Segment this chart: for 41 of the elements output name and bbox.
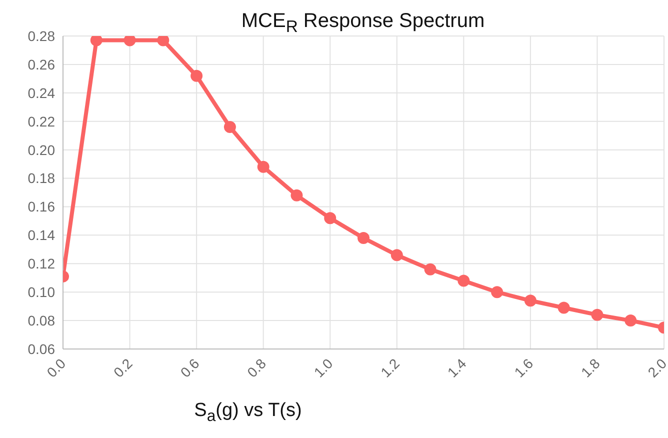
x-tick-label: 0.8 — [244, 355, 270, 380]
x-axis-title: S$_{a}$(g) vs T(s) — [193, 400, 303, 426]
point — [324, 212, 336, 224]
x-tick-label: 1.6 — [511, 355, 536, 380]
point — [358, 232, 370, 244]
x-tick-label: 1.0 — [310, 355, 336, 380]
y-tick-label: 0.06 — [28, 340, 56, 357]
y-tick-label: 0.10 — [28, 284, 56, 300]
y-tick-label: 0.28 — [28, 28, 56, 44]
x-tick-label: 1.8 — [578, 355, 604, 380]
point — [624, 314, 637, 327]
point — [458, 274, 470, 287]
x-tick-label: 2.0 — [644, 355, 668, 380]
y-tick-label: 0.16 — [28, 198, 56, 215]
x-tick-label: 0.2 — [110, 355, 136, 380]
y-tick-label: 0.24 — [28, 84, 56, 101]
point — [257, 160, 270, 173]
x-tick-label: 1.4 — [444, 355, 470, 380]
point — [124, 36, 136, 46]
y-tick-label: 0.18 — [28, 170, 56, 186]
point — [424, 263, 436, 276]
point — [90, 36, 102, 46]
point — [157, 36, 170, 46]
y-tick-label: 0.14 — [28, 227, 56, 244]
point — [190, 70, 203, 82]
point — [591, 308, 604, 321]
point — [558, 302, 570, 314]
point — [491, 286, 504, 298]
point — [224, 121, 236, 134]
x-tick-label: 0.0 — [44, 355, 69, 380]
point — [390, 249, 403, 262]
y-tick-label: 0.22 — [28, 113, 56, 130]
y-tick-label: 0.26 — [28, 56, 56, 72]
y-tick-label: 0.20 — [28, 142, 56, 158]
point — [290, 189, 303, 202]
point — [524, 294, 536, 307]
x-tick-label: 1.2 — [377, 355, 403, 380]
x-tick-label: 0.6 — [177, 355, 202, 380]
y-tick-label: 0.12 — [28, 256, 56, 272]
y-tick-label: 0.08 — [28, 312, 56, 329]
chart-title: MCE$_{R}$ Response Spectrum — [240, 10, 486, 37]
